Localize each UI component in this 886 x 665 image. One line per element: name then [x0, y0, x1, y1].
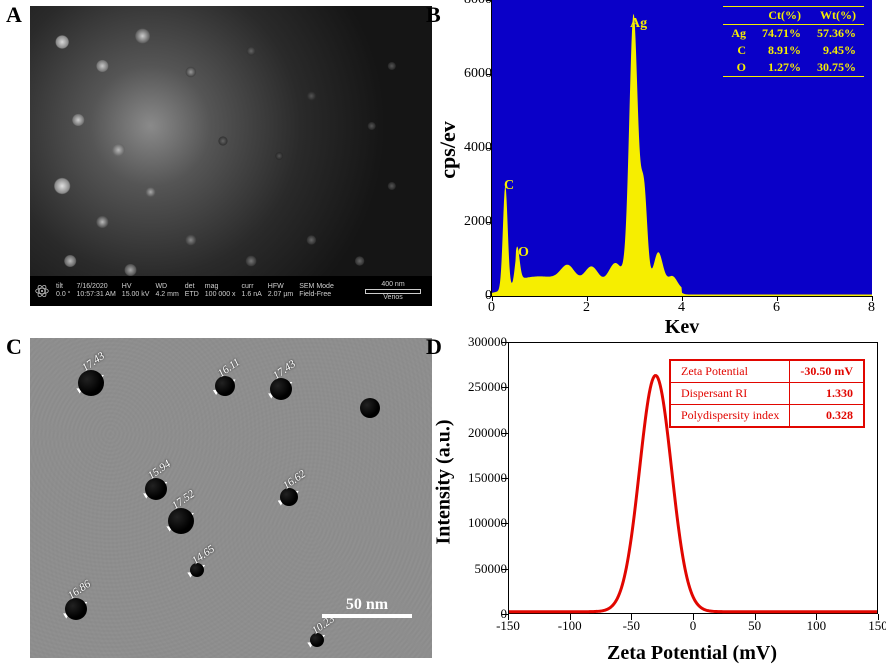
edx-th-el	[723, 7, 754, 25]
panel-b-label: B	[426, 2, 441, 28]
meta-mode: Field-Free	[299, 291, 334, 299]
zeta-ytick: 100000	[447, 515, 507, 531]
zeta-xtick: -100	[558, 618, 582, 634]
edx-y-axis-label: cps/ev	[435, 121, 461, 178]
edx-th-wt: Wt(%)	[809, 7, 864, 25]
edx-cell: 74.71%	[754, 25, 809, 43]
edx-ytick: 8000	[462, 0, 492, 8]
zeta-cell: 1.330	[790, 383, 864, 405]
zeta-info-table: Zeta Potential-30.50 mVDispersant RI1.33…	[669, 359, 865, 428]
edx-cell: Ag	[723, 25, 754, 43]
sem-brand: Verios	[383, 294, 402, 301]
meta-hv: 15.00 kV	[122, 291, 150, 299]
zeta-xtick: 50	[748, 618, 761, 634]
zeta-x-axis-label: Zeta Potential (mV)	[607, 642, 777, 665]
nanoparticle	[270, 378, 292, 400]
edx-ytick: 4000	[462, 140, 492, 156]
zeta-xtick: -50	[623, 618, 640, 634]
zeta-xtick: 0	[690, 618, 697, 634]
sem-image: tilt0.0 ° 7/16/202010:57:31 AM HV15.00 k…	[30, 6, 432, 306]
edx-xtick: 4	[678, 300, 685, 316]
edx-composition-table: Ct(%) Wt(%) Ag74.71%57.36% C8.91%9.45% O1.…	[723, 6, 864, 77]
sem-particles-texture	[30, 6, 432, 306]
edx-cell: 57.36%	[809, 25, 864, 43]
nanoparticle	[360, 398, 380, 418]
zeta-ytick: 50000	[447, 561, 507, 577]
zeta-cell: Zeta Potential	[670, 361, 789, 383]
meta-hfw: 2.07 µm	[268, 291, 293, 299]
sem-scale-label: 400 nm	[381, 281, 404, 288]
sem-scalebar: 400 nm Verios	[358, 278, 428, 304]
meta-tilt-label: tilt	[56, 283, 70, 291]
meta-mag-label: mag	[205, 283, 236, 291]
peak-label-o: O	[518, 245, 529, 261]
sem-metadata-bar: tilt0.0 ° 7/16/202010:57:31 AM HV15.00 k…	[30, 276, 432, 306]
nanoparticle	[215, 376, 235, 396]
panel-b: B cps/ev Kev 02000400060008000 02468 C O…	[432, 0, 886, 332]
nanoparticle	[78, 370, 104, 396]
meta-date: 7/16/2020	[76, 283, 115, 291]
zeta-xtick: -150	[496, 618, 520, 634]
edx-xtick: 6	[773, 300, 780, 316]
peak-label-c: C	[504, 178, 514, 194]
panel-c: C 17.4316.1117.4315.9417.5216.6214.6516.…	[0, 332, 432, 664]
meta-time: 10:57:31 AM	[76, 291, 115, 299]
tem-image: 17.4316.1117.4315.9417.5216.6214.6516.86…	[30, 338, 432, 658]
meta-wd-label: WD	[155, 283, 178, 291]
edx-th-ct: Ct(%)	[754, 7, 809, 25]
panel-c-label: C	[6, 334, 22, 360]
meta-hv-label: HV	[122, 283, 150, 291]
edx-cell: 30.75%	[809, 59, 864, 77]
nanoparticle	[145, 478, 167, 500]
edx-cell: O	[723, 59, 754, 77]
tem-scale-label: 50 nm	[346, 596, 388, 614]
edx-cell: 1.27%	[754, 59, 809, 77]
zeta-ytick: 250000	[447, 379, 507, 395]
zeta-xtick: 150	[868, 618, 886, 634]
zeta-ytick: 300000	[447, 334, 507, 350]
edx-cell: 8.91%	[754, 42, 809, 59]
panel-a: A tilt0.0 ° 7/16/202010:57:31 AM HV15.00…	[0, 0, 432, 332]
meta-curr: 1.6 nA	[242, 291, 262, 299]
meta-mode-label: SEM Mode	[299, 283, 334, 291]
tem-scalebar: 50 nm	[322, 596, 412, 618]
meta-tilt: 0.0 °	[56, 291, 70, 299]
zeta-plot-area: Zeta Potential-30.50 mVDispersant RI1.33…	[508, 342, 878, 614]
meta-hfw-label: HFW	[268, 283, 293, 291]
edx-xtick: 0	[488, 300, 495, 316]
edx-cell: C	[723, 42, 754, 59]
edx-plot-area: C O Ag Ct(%) Wt(%) Ag74.71%57.36%C8.91%9…	[492, 0, 872, 296]
zeta-cell: 0.328	[790, 405, 864, 427]
zeta-ytick: 200000	[447, 425, 507, 441]
figure-grid: A tilt0.0 ° 7/16/202010:57:31 AM HV15.00…	[0, 0, 886, 664]
panel-d-label: D	[426, 334, 442, 360]
zeta-cell: Dispersant RI	[670, 383, 789, 405]
zeta-xtick: 100	[807, 618, 827, 634]
meta-det-label: det	[185, 283, 199, 291]
zeta-ytick: 150000	[447, 470, 507, 486]
nanoparticle	[65, 598, 87, 620]
zeta-cell: Polydispersity index	[670, 405, 789, 427]
meta-wd: 4.2 mm	[155, 291, 178, 299]
meta-mag: 100 000 x	[205, 291, 236, 299]
meta-curr-label: curr	[242, 283, 262, 291]
meta-det: ETD	[185, 291, 199, 299]
edx-xtick: 8	[868, 300, 875, 316]
edx-ytick: 2000	[462, 214, 492, 230]
edx-cell: 9.45%	[809, 42, 864, 59]
atom-icon	[34, 278, 50, 304]
edx-xtick: 2	[583, 300, 590, 316]
panel-d: D Intensity (a.u.) Zeta Potential (mV) 0…	[432, 332, 886, 664]
peak-label-ag: Ag	[630, 16, 647, 32]
zeta-cell: -30.50 mV	[790, 361, 864, 383]
nanoparticle	[168, 508, 194, 534]
edx-ytick: 6000	[462, 66, 492, 82]
panel-a-label: A	[6, 2, 22, 28]
